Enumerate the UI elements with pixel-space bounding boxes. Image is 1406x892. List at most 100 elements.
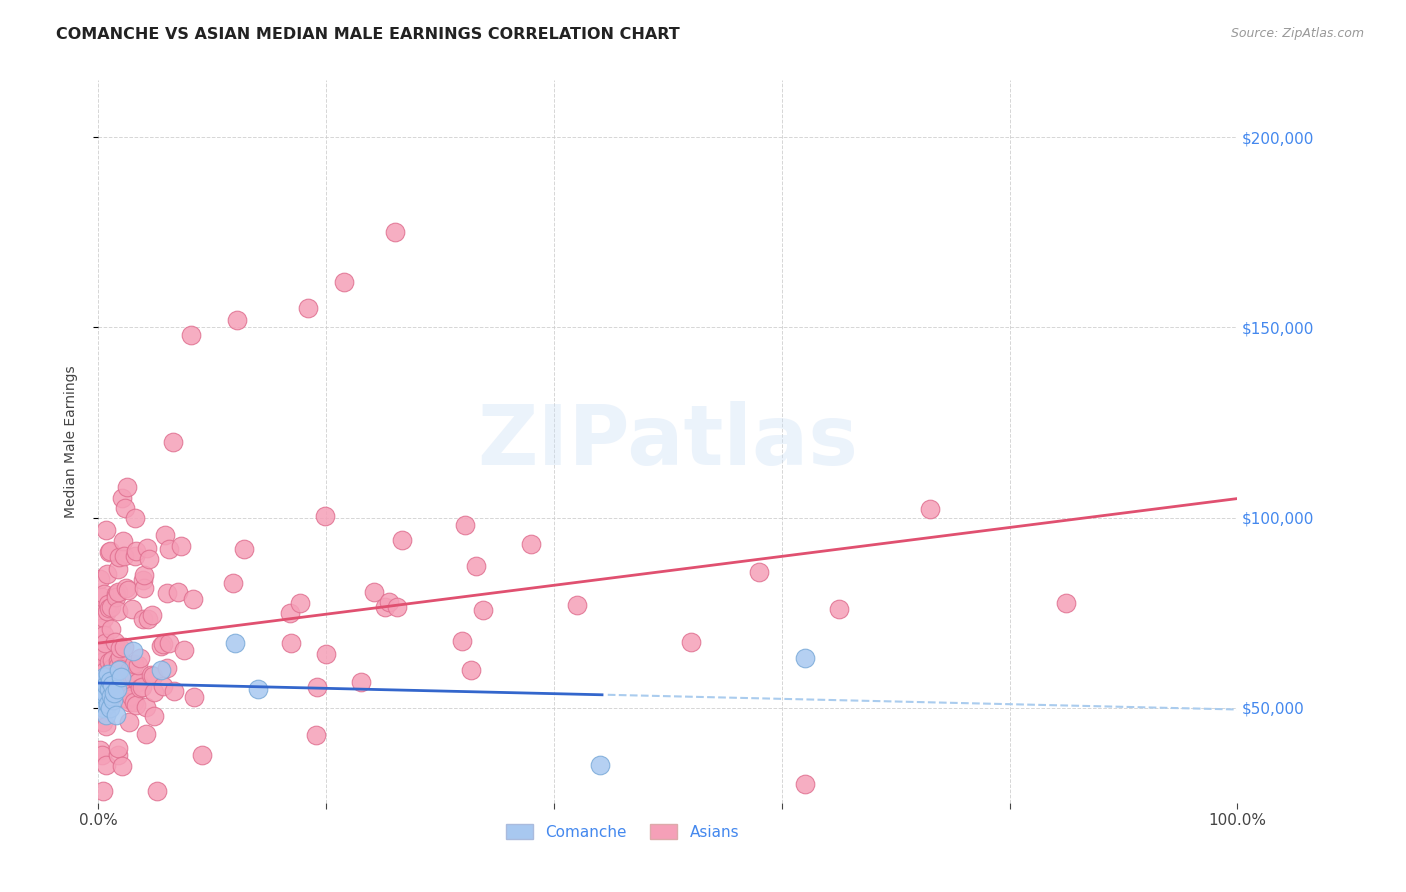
- Point: [828, 601, 851, 615]
- Point: [224, 636, 246, 650]
- Text: COMANCHE VS ASIAN MEDIAN MALE EARNINGS CORRELATION CHART: COMANCHE VS ASIAN MEDIAN MALE EARNINGS C…: [56, 27, 681, 42]
- Point: [115, 480, 138, 494]
- Point: [94, 664, 117, 678]
- Point: [91, 674, 114, 689]
- Point: [104, 587, 127, 601]
- Point: [89, 672, 111, 686]
- Point: [134, 581, 156, 595]
- Point: [246, 681, 269, 696]
- Point: [156, 661, 179, 675]
- Point: [136, 541, 159, 556]
- Point: [104, 635, 127, 649]
- Point: [134, 568, 156, 582]
- Point: [391, 533, 413, 548]
- Point: [793, 777, 815, 791]
- Point: [157, 542, 180, 557]
- Point: [333, 275, 356, 289]
- Point: [96, 567, 118, 582]
- Point: [93, 645, 115, 659]
- Point: [100, 690, 122, 704]
- Point: [105, 591, 128, 605]
- Point: [91, 784, 114, 798]
- Point: [471, 603, 494, 617]
- Point: [97, 597, 120, 611]
- Point: [89, 706, 111, 720]
- Point: [89, 743, 111, 757]
- Point: [118, 695, 141, 709]
- Point: [350, 675, 373, 690]
- Point: [117, 715, 139, 730]
- Point: [127, 658, 149, 673]
- Point: [152, 637, 174, 651]
- Point: [101, 678, 124, 692]
- Point: [378, 595, 401, 609]
- Point: [98, 674, 121, 689]
- Point: [110, 670, 132, 684]
- Point: [122, 657, 145, 671]
- Point: [107, 748, 129, 763]
- Point: [520, 537, 543, 551]
- Point: [142, 669, 165, 683]
- Point: [107, 584, 129, 599]
- Point: [233, 541, 256, 556]
- Point: [107, 740, 129, 755]
- Point: [117, 679, 139, 693]
- Point: [90, 663, 112, 677]
- Point: [124, 544, 146, 558]
- Point: [315, 647, 337, 661]
- Point: [93, 677, 115, 691]
- Point: [122, 670, 145, 684]
- Point: [96, 666, 118, 681]
- Point: [101, 653, 124, 667]
- Point: [132, 612, 155, 626]
- Point: [121, 643, 143, 657]
- Point: [90, 590, 112, 604]
- Point: [90, 681, 112, 696]
- Point: [384, 226, 406, 240]
- Point: [107, 655, 129, 669]
- Point: [98, 600, 121, 615]
- Point: [89, 572, 111, 586]
- Point: [112, 549, 135, 563]
- Point: [91, 715, 114, 730]
- Point: [96, 678, 118, 692]
- Point: [108, 650, 131, 665]
- Point: [105, 681, 128, 696]
- Point: [170, 539, 193, 553]
- Point: [460, 663, 482, 677]
- Point: [127, 674, 149, 689]
- Point: [132, 573, 155, 587]
- Point: [105, 685, 128, 699]
- Point: [96, 697, 118, 711]
- Point: [96, 604, 118, 618]
- Point: [124, 698, 146, 712]
- Point: [565, 598, 588, 612]
- Point: [112, 534, 135, 549]
- Point: [297, 301, 319, 316]
- Point: [129, 650, 152, 665]
- Point: [90, 621, 112, 635]
- Point: [94, 758, 117, 772]
- Point: [288, 596, 311, 610]
- Point: [94, 685, 117, 699]
- Point: [793, 651, 815, 665]
- Point: [679, 634, 702, 648]
- Y-axis label: Median Male Earnings: Median Male Earnings: [63, 365, 77, 518]
- Point: [190, 747, 212, 762]
- Point: [135, 700, 157, 714]
- Point: [222, 576, 245, 591]
- Point: [465, 558, 488, 573]
- Point: [138, 552, 160, 566]
- Point: [305, 681, 328, 695]
- Point: [180, 328, 202, 343]
- Point: [117, 691, 139, 706]
- Point: [93, 587, 115, 601]
- Point: [98, 691, 121, 706]
- Point: [363, 584, 385, 599]
- Point: [120, 690, 142, 704]
- Point: [374, 599, 396, 614]
- Point: [280, 635, 302, 649]
- Point: [93, 700, 115, 714]
- Point: [183, 690, 205, 704]
- Point: [100, 622, 122, 636]
